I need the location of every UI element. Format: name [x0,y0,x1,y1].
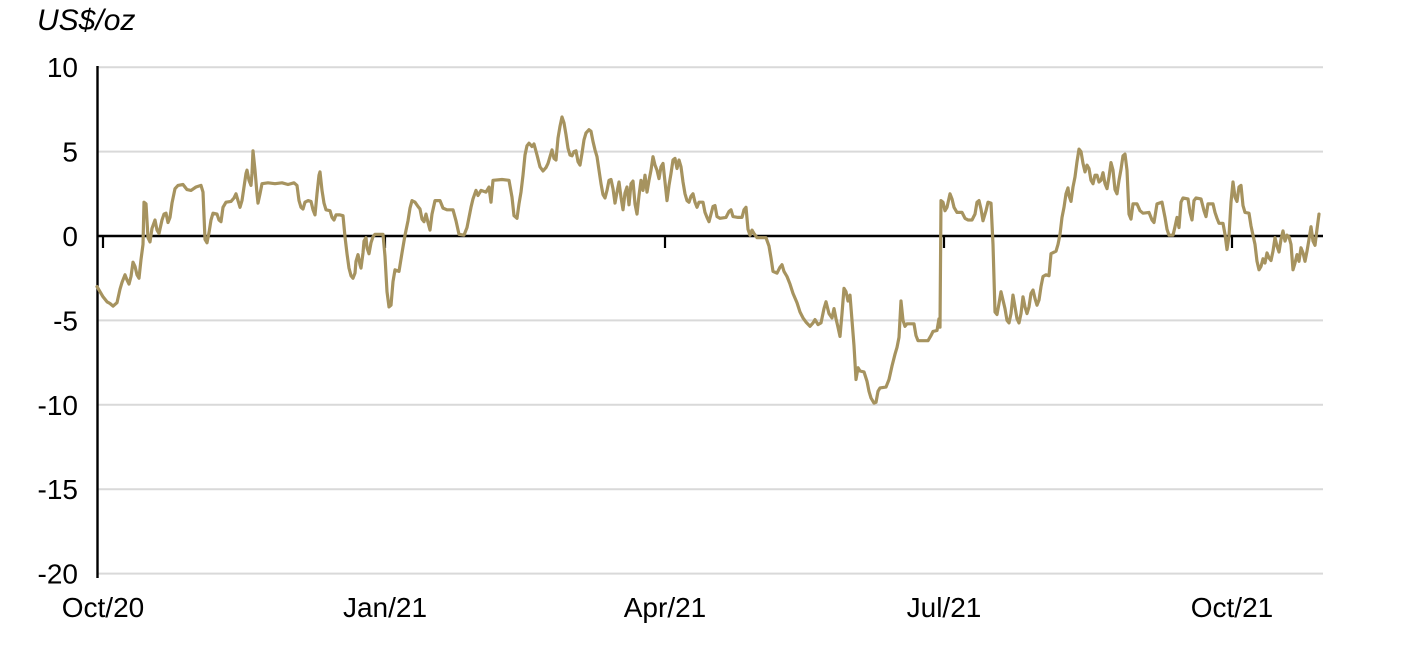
y-tick-label: -5 [53,305,78,336]
x-tick-label: Jul/21 [907,592,982,623]
y-tick-label: -20 [38,559,78,590]
y-tick-label: 5 [62,137,78,168]
x-tick-label: Oct/21 [1191,592,1273,623]
y-tick-label: -10 [38,390,78,421]
x-tick-label: Jan/21 [343,592,427,623]
x-tick-label: Apr/21 [624,592,707,623]
y-tick-label: -15 [38,474,78,505]
y-tick-label: 0 [62,221,78,252]
x-tick-label: Oct/20 [62,592,144,623]
data-line-gold-spread-line [95,115,1321,405]
y-axis-unit-label: US$/oz [37,4,136,37]
y-tick-label: 10 [47,52,78,83]
